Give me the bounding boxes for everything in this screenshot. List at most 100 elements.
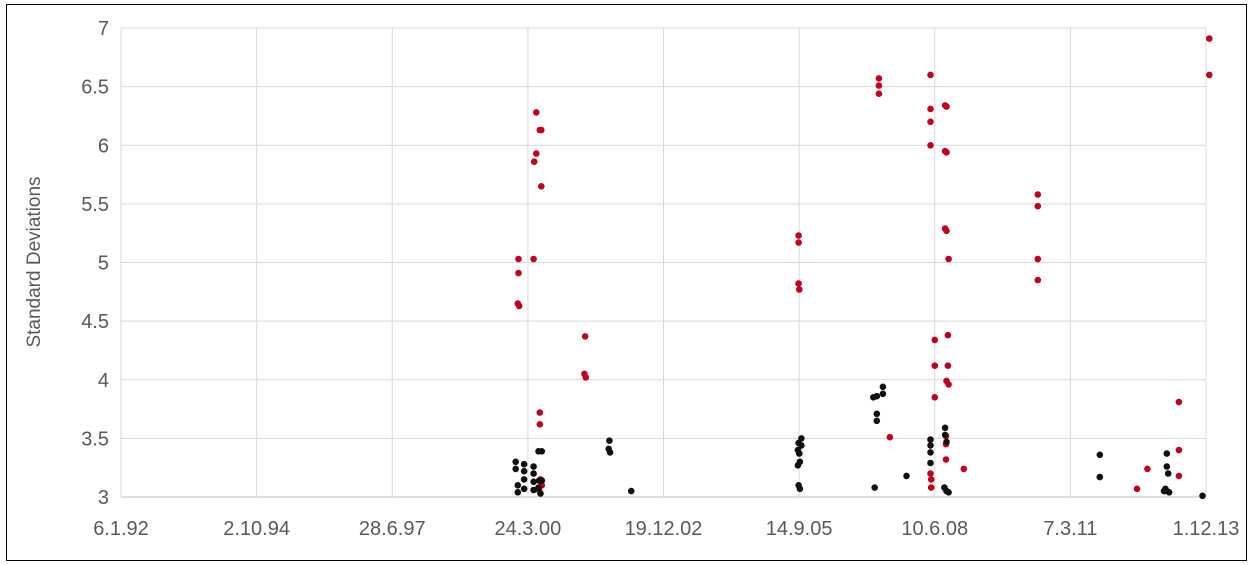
red-data-point	[945, 255, 952, 263]
red-data-point	[581, 333, 589, 340]
red-data-point	[945, 381, 952, 388]
red-data-point	[796, 286, 803, 293]
y-tick-label: 6	[98, 135, 109, 157]
black-data-point	[1163, 463, 1171, 470]
y-tick-label: 7	[98, 18, 109, 40]
red-data-point	[1206, 71, 1213, 79]
black-data-point	[873, 410, 881, 418]
black-data-point	[1160, 487, 1168, 495]
black-data-point	[538, 477, 546, 484]
black-data-point	[796, 450, 803, 457]
black-data-point	[903, 472, 910, 480]
x-tick-label: 2.10.94	[223, 518, 290, 540]
chart-frame	[6, 4, 1247, 561]
y-tick-label: 6.5	[81, 77, 109, 99]
black-data-point	[514, 482, 522, 489]
black-data-point	[1164, 470, 1172, 477]
red-data-point	[1034, 255, 1042, 263]
black-data-point	[627, 487, 635, 495]
black-data-point	[927, 449, 934, 456]
black-data-point	[927, 459, 934, 467]
red-data-point	[533, 150, 540, 157]
red-data-point	[536, 409, 544, 416]
red-data-point	[886, 433, 894, 441]
red-data-point	[927, 118, 934, 126]
black-data-point	[945, 489, 952, 496]
red-data-point	[943, 227, 950, 235]
y-tick-label: 5.5	[81, 194, 109, 216]
black-data-point	[879, 390, 887, 398]
axes	[120, 28, 1206, 498]
red-data-point	[1133, 485, 1141, 493]
red-data-point	[538, 126, 545, 134]
y-tick-label: 4	[98, 370, 109, 392]
black-data-point	[606, 437, 613, 445]
red-data-point	[795, 280, 802, 287]
red-data-point	[1206, 35, 1213, 42]
red-data-point	[1175, 398, 1183, 406]
black-data-point	[538, 448, 546, 455]
x-tick-label: 19.12.02	[625, 518, 703, 540]
red-data-point	[515, 269, 522, 277]
black-data-point	[530, 478, 537, 486]
x-tick-label: 10.6.08	[901, 518, 968, 540]
red-data-point	[795, 232, 802, 239]
red-data-point	[942, 456, 950, 463]
black-data-point	[1096, 451, 1104, 459]
red-data-point	[875, 82, 883, 89]
black-data-point	[927, 436, 934, 443]
x-tick-label: 6.1.92	[93, 518, 149, 540]
black-data-point	[943, 438, 950, 446]
black-data-point	[606, 449, 614, 456]
black-data-point	[1096, 473, 1104, 481]
black-data-point	[520, 467, 528, 475]
data-points	[512, 35, 1213, 500]
black-data-point	[512, 458, 519, 466]
red-data-point	[875, 75, 883, 82]
black-data-point	[520, 476, 528, 483]
black-data-point	[530, 463, 537, 470]
black-data-point	[794, 462, 802, 469]
red-data-point	[931, 394, 939, 401]
black-data-point	[798, 435, 805, 442]
black-data-point	[512, 465, 519, 473]
black-data-point	[798, 442, 805, 449]
black-data-point	[530, 486, 537, 494]
black-data-point	[1199, 492, 1206, 500]
red-data-point	[927, 142, 934, 149]
x-tick-label: 28.6.97	[359, 518, 426, 540]
red-data-point	[533, 109, 540, 116]
red-data-point	[927, 71, 934, 79]
red-data-point	[1175, 472, 1183, 480]
black-data-point	[873, 417, 881, 425]
y-tick-label: 3.5	[81, 428, 109, 450]
red-data-point	[944, 362, 952, 370]
red-data-point	[943, 103, 950, 110]
x-tick-label: 7.3.11	[1043, 518, 1097, 540]
black-data-point	[535, 484, 542, 491]
red-data-point	[943, 149, 950, 156]
black-data-point	[871, 484, 878, 491]
x-tick-label: 1.12.13	[1173, 518, 1240, 540]
red-data-point	[875, 90, 883, 97]
red-data-point	[931, 362, 939, 370]
black-data-point	[530, 470, 537, 477]
red-data-point	[931, 336, 939, 344]
x-tick-label: 24.3.00	[495, 518, 562, 540]
red-data-point	[927, 484, 935, 491]
black-data-point	[941, 424, 949, 432]
red-data-point	[515, 255, 522, 263]
y-tick-label: 3	[98, 487, 109, 509]
red-data-point	[1034, 191, 1042, 198]
red-data-point	[538, 183, 545, 190]
black-data-point	[1165, 489, 1173, 496]
red-data-point	[1175, 446, 1183, 454]
red-data-point	[1034, 276, 1042, 284]
black-data-point	[520, 460, 528, 468]
black-data-point	[941, 431, 949, 439]
red-data-point	[515, 302, 523, 310]
red-data-point	[530, 255, 537, 263]
red-data-point	[795, 239, 802, 246]
black-data-point	[873, 392, 881, 400]
